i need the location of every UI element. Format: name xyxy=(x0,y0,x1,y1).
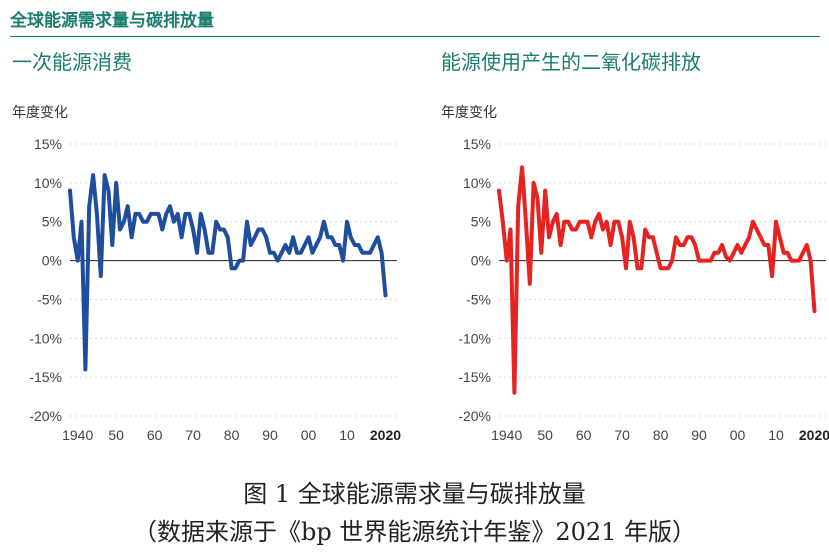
x-tick-label: 00 xyxy=(730,427,746,443)
y-tick-label: -15% xyxy=(29,369,62,385)
x-tick-label: 70 xyxy=(185,427,201,443)
y-tick-label: 5% xyxy=(471,214,491,230)
plot-area: 15% 10% 5% 0% -5% -10% -15% -20%1940 50 60 70 80 90 0… xyxy=(458,136,829,443)
y-tick-label: 15% xyxy=(463,136,491,152)
x-tick-label: 10 xyxy=(339,427,355,443)
x-tick-label: 60 xyxy=(147,427,163,443)
y-tick-label: -20% xyxy=(29,408,62,424)
y-tick-label: -10% xyxy=(458,330,491,346)
figure-caption: 图 1 全球能源需求量与碳排放量 xyxy=(243,480,586,508)
x-tick-label: 90 xyxy=(691,427,707,443)
y-tick-label: 10% xyxy=(463,175,491,191)
y-tick-label: 0% xyxy=(471,253,491,269)
y-axis-label: 年度变化 xyxy=(12,105,68,121)
x-tick-label: 70 xyxy=(614,427,630,443)
x-tick-label: 80 xyxy=(653,427,669,443)
x-tick-label: 2020 xyxy=(799,427,829,443)
page-title: 全球能源需求量与碳排放量 xyxy=(10,11,214,31)
y-tick-label: 10% xyxy=(34,175,62,191)
y-tick-label: -10% xyxy=(29,330,62,346)
y-tick-label: -5% xyxy=(37,291,62,307)
x-tick-label: 60 xyxy=(576,427,592,443)
y-tick-label: -5% xyxy=(466,291,491,307)
x-tick-label: 2020 xyxy=(370,427,401,443)
x-tick-label: 50 xyxy=(108,427,124,443)
y-tick-label: 5% xyxy=(42,214,62,230)
x-tick-label: 1940 xyxy=(491,427,522,443)
chart-title: 一次能源消费 xyxy=(12,50,132,74)
x-tick-label: 90 xyxy=(262,427,278,443)
series-line xyxy=(497,165,817,395)
figure-source: （数据来源于《bp 世界能源统计年鉴》2021 年版） xyxy=(132,518,697,546)
plot-area: 15% 10% 5% 0% -5% -10% -15% -20%1940 50 60 70 80 90 0… xyxy=(29,136,401,443)
chart-title: 能源使用产生的二氧化碳排放 xyxy=(441,50,701,74)
series-line xyxy=(68,173,388,372)
x-tick-label: 10 xyxy=(768,427,784,443)
header-divider xyxy=(10,36,820,37)
x-tick-label: 50 xyxy=(537,427,553,443)
x-tick-label: 1940 xyxy=(62,427,93,443)
y-tick-label: 15% xyxy=(34,136,62,152)
y-tick-label: 0% xyxy=(42,253,62,269)
y-tick-label: -20% xyxy=(458,408,491,424)
x-tick-label: 00 xyxy=(301,427,317,443)
y-tick-label: -15% xyxy=(458,369,491,385)
y-axis-label: 年度变化 xyxy=(441,105,497,121)
x-tick-label: 80 xyxy=(224,427,240,443)
